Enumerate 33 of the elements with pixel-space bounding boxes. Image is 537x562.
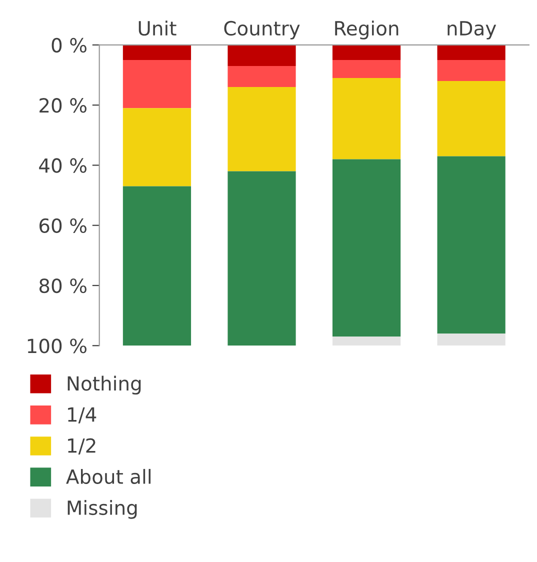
y-tick-label: 0 % bbox=[52, 38, 86, 53]
bar bbox=[228, 66, 296, 88]
bar bbox=[437, 60, 506, 82]
bar bbox=[228, 44, 296, 66]
bar bbox=[332, 159, 401, 337]
bar bbox=[122, 186, 192, 346]
legend-label: 1/2 bbox=[68, 438, 96, 454]
y-tick-label: 20 % bbox=[40, 98, 86, 113]
x-tick-label: Region bbox=[335, 20, 398, 40]
bar bbox=[228, 87, 296, 172]
legend-label: 1/4 bbox=[68, 407, 96, 424]
y-tick-label: 100 % bbox=[28, 338, 86, 354]
bar bbox=[437, 334, 506, 346]
legend-label: Missing bbox=[68, 500, 137, 519]
y-tick-label: 40 % bbox=[39, 158, 86, 173]
bar bbox=[332, 44, 401, 60]
x-tick-label: Unit bbox=[138, 20, 176, 36]
x-tick-label: nDay bbox=[448, 21, 496, 40]
y-tick-label: 80 % bbox=[39, 278, 86, 294]
bar bbox=[228, 171, 296, 346]
bar bbox=[332, 60, 401, 78]
bar bbox=[437, 81, 506, 156]
bar bbox=[332, 336, 401, 346]
y-tick-label: 60 % bbox=[40, 218, 86, 234]
bar bbox=[122, 60, 192, 108]
bar bbox=[332, 78, 401, 160]
bar bbox=[122, 108, 192, 186]
bar bbox=[122, 44, 192, 60]
x-tick-label: Country bbox=[224, 20, 300, 40]
legend-label: About all bbox=[66, 468, 150, 484]
bar bbox=[437, 156, 506, 334]
legend-label: Nothing bbox=[68, 376, 141, 395]
bar bbox=[437, 44, 506, 60]
